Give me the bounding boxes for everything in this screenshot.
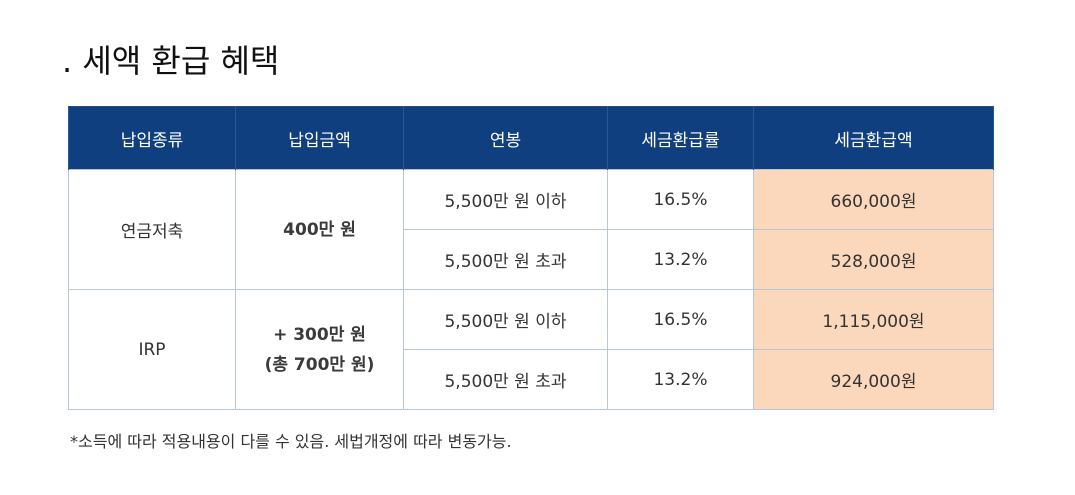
table-row: 5,500만 원 초과 13.2% 924,000원 (69, 349, 994, 410)
salary-cell: 5,500만 원 초과 (403, 349, 608, 410)
refund-amount-cell: 1,115,000원 (753, 289, 994, 350)
refund-amount-cell: 924,000원 (753, 349, 994, 410)
header-payment-type: 납입종류 (68, 106, 236, 170)
salary-cell: 5,500만 원 이하 (403, 289, 608, 350)
page-title: . 세액 환급 혜택 (62, 42, 280, 80)
salary-cell: 5,500만 원 이하 (403, 169, 608, 230)
rate-cell: 13.2% (607, 349, 754, 410)
table-row: 5,500만 원 초과 13.2% 528,000원 (69, 229, 994, 290)
payment-amount-line: 400만 원 (283, 219, 356, 240)
refund-amount-cell: 660,000원 (753, 169, 994, 230)
payment-amount-line: + 300만 원 (273, 324, 366, 345)
salary-cell: 5,500만 원 초과 (403, 229, 608, 290)
payment-amount-cell: 400만 원 (235, 169, 404, 290)
table-row: IRP + 300만 원 (총 700만 원) 5,500만 원 이하 16.5… (68, 289, 994, 410)
rate-cell: 16.5% (607, 169, 754, 230)
header-refund-rate: 세금환급률 (607, 106, 754, 170)
tax-refund-table: 납입종류 납입금액 연봉 세금환급률 세금환급액 연금저축 400만 원 5,5… (68, 106, 994, 410)
payment-type-cell: IRP (68, 289, 236, 410)
header-salary: 연봉 (403, 106, 608, 170)
header-payment-amount: 납입금액 (235, 106, 404, 170)
footnote: *소득에 따라 적용내용이 다를 수 있음. 세법개정에 따라 변동가능. (70, 432, 512, 451)
rate-cell: 13.2% (607, 229, 754, 290)
table-header-row: 납입종류 납입금액 연봉 세금환급률 세금환급액 (68, 106, 994, 170)
payment-amount-cell: + 300만 원 (총 700만 원) (235, 289, 404, 410)
payment-type-cell: 연금저축 (68, 169, 236, 290)
refund-amount-cell: 528,000원 (753, 229, 994, 290)
header-refund-amount: 세금환급액 (753, 106, 994, 170)
table-row: 연금저축 400만 원 5,500만 원 이하 16.5% 660,000원 (68, 169, 994, 290)
payment-amount-total-line: (총 700만 원) (264, 354, 375, 375)
rate-cell: 16.5% (607, 289, 754, 350)
